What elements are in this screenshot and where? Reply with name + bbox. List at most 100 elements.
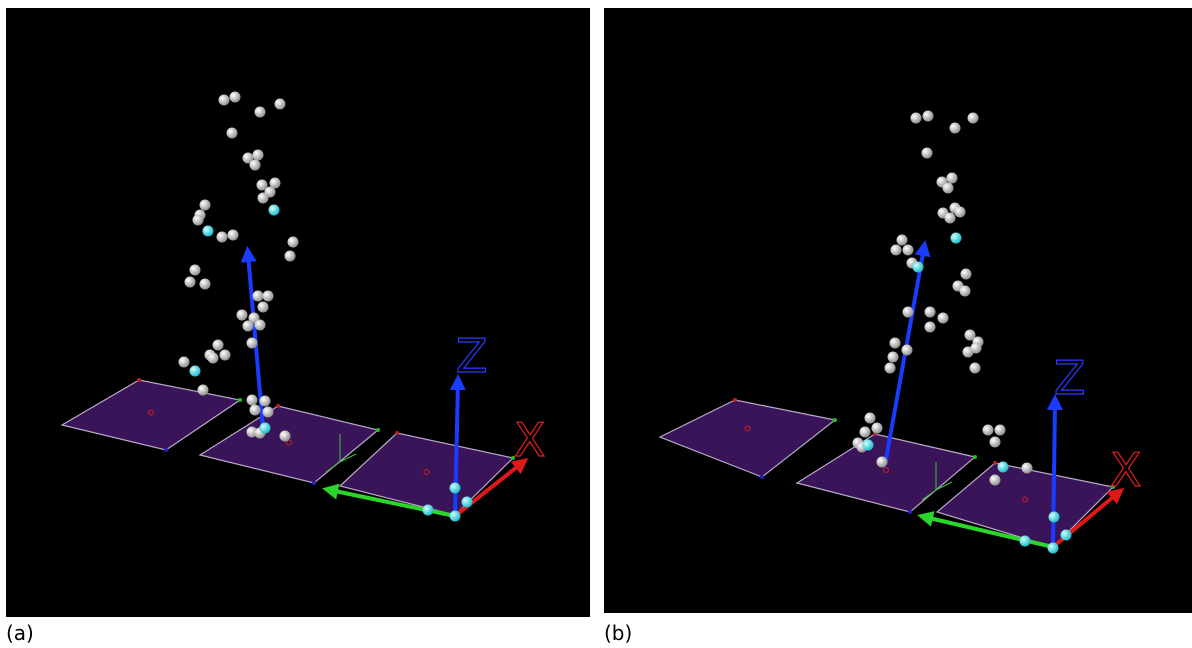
sphere: [945, 213, 956, 224]
sphere: [280, 431, 291, 442]
sphere: [955, 207, 966, 218]
sphere: [179, 357, 190, 368]
corner: [993, 461, 997, 465]
sphere: [247, 395, 258, 406]
sphere: [237, 310, 248, 321]
corner: [760, 475, 764, 479]
sphere: [888, 352, 899, 363]
sphere: [890, 338, 901, 349]
sphere: [995, 425, 1006, 436]
sphere: [877, 457, 888, 468]
sphere: [950, 123, 961, 134]
sphere: [943, 183, 954, 194]
sphere: [938, 313, 949, 324]
sphere: [947, 173, 958, 184]
sphere: [213, 340, 224, 351]
sphere-highlight: [1020, 536, 1031, 547]
sphere: [872, 423, 883, 434]
sphere: [260, 396, 271, 407]
corner: [395, 431, 399, 435]
caption: (a): [6, 621, 34, 645]
viewport-a: [6, 8, 590, 617]
axis-label: X: [1110, 443, 1142, 497]
z-axis-arrow: [1053, 402, 1055, 547]
sphere: [990, 437, 1001, 448]
sphere-highlight: [450, 483, 461, 494]
corner: [137, 378, 141, 382]
sphere-highlight: [951, 233, 962, 244]
sphere: [227, 128, 238, 139]
sphere: [193, 215, 204, 226]
sphere: [250, 160, 261, 171]
sphere: [258, 193, 269, 204]
sphere: [247, 338, 258, 349]
sphere: [923, 111, 934, 122]
sphere-highlight: [1049, 512, 1060, 523]
axis-label: X: [514, 413, 546, 467]
sphere: [903, 307, 914, 318]
sphere: [860, 427, 871, 438]
corner: [733, 398, 737, 402]
sphere: [285, 251, 296, 262]
figure: (a) (b) ZX ZX: [0, 0, 1192, 648]
corner: [833, 418, 837, 422]
sphere: [968, 113, 979, 124]
corner: [276, 404, 280, 408]
sphere: [891, 245, 902, 256]
sphere-highlight: [1061, 530, 1072, 541]
sphere-highlight: [423, 505, 434, 516]
sphere: [865, 413, 876, 424]
corner: [908, 510, 912, 514]
sphere: [1022, 463, 1033, 474]
sphere: [263, 291, 274, 302]
sphere-highlight: [462, 497, 473, 508]
sphere: [922, 148, 933, 159]
sphere: [208, 353, 219, 364]
sphere: [902, 345, 913, 356]
sphere: [220, 350, 231, 361]
sphere-highlight: [190, 366, 201, 377]
sphere: [897, 235, 908, 246]
sphere: [185, 277, 196, 288]
sphere: [243, 321, 254, 332]
sphere: [983, 425, 994, 436]
sphere-highlight: [863, 440, 874, 451]
corner: [164, 448, 168, 452]
sphere: [253, 291, 264, 302]
axis-label: Z: [1054, 351, 1086, 405]
sphere: [190, 265, 201, 276]
sphere: [255, 107, 266, 118]
corner: [973, 455, 977, 459]
axis-label: Z: [456, 329, 488, 383]
sphere: [253, 150, 264, 161]
sphere-highlight: [269, 205, 280, 216]
viewport-b: [604, 8, 1192, 613]
corner: [238, 398, 242, 402]
sphere: [925, 322, 936, 333]
sphere: [288, 237, 299, 248]
sphere: [911, 113, 922, 124]
sphere: [961, 269, 972, 280]
sphere: [230, 92, 241, 103]
sphere: [219, 95, 230, 106]
sphere: [263, 407, 274, 418]
sphere-highlight: [998, 462, 1009, 473]
sphere: [971, 343, 982, 354]
sphere-highlight: [450, 511, 461, 522]
sphere: [960, 286, 971, 297]
sphere: [990, 475, 1001, 486]
sphere: [970, 363, 981, 374]
sphere: [903, 245, 914, 256]
sphere: [228, 230, 239, 241]
sphere: [258, 302, 269, 313]
caption: (b): [604, 621, 632, 645]
sphere: [925, 307, 936, 318]
sphere: [255, 320, 266, 331]
corner: [312, 481, 316, 485]
sphere-highlight: [1048, 543, 1059, 554]
sphere-highlight: [260, 423, 271, 434]
sphere: [250, 405, 261, 416]
sphere-highlight: [203, 226, 214, 237]
sphere: [198, 385, 209, 396]
sphere: [275, 99, 286, 110]
